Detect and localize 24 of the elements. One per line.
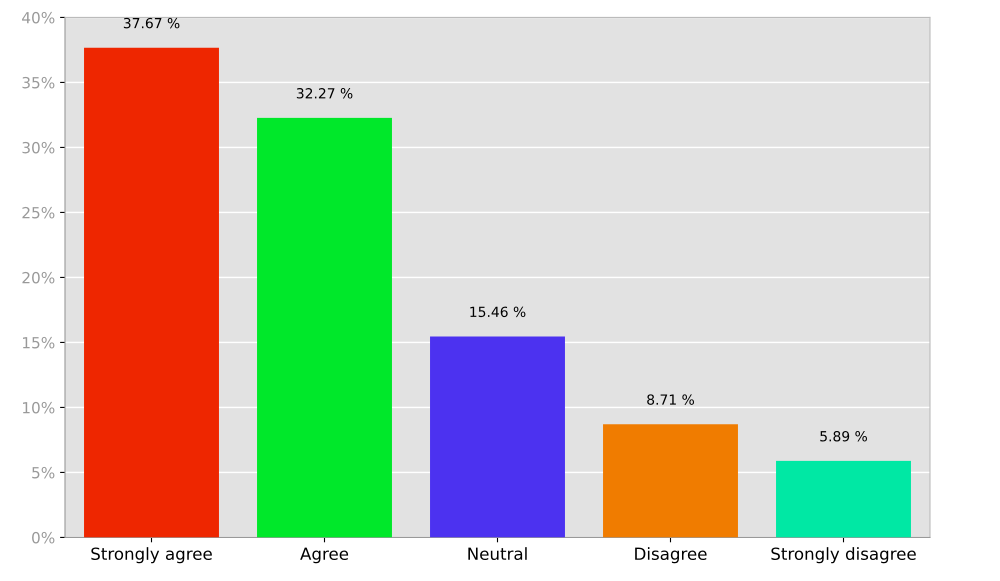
x-tick-label: Neutral: [468, 547, 527, 560]
y-tick-label: 35%: [22, 76, 54, 88]
bar: [603, 424, 738, 538]
x-tick-label: Agree: [300, 548, 348, 564]
y-tick-label: 10%: [23, 402, 54, 414]
x-tick-label: Strongly agree: [91, 547, 212, 564]
data-label: 8.71 %: [647, 394, 694, 405]
x-tick-label: Strongly disagree: [771, 547, 916, 564]
data-label: 15.46 %: [470, 306, 526, 318]
y-tick-label: 30%: [22, 142, 54, 154]
bar: [776, 460, 911, 538]
data-label: 37.67 %: [124, 18, 180, 28]
y-tick-label: 15%: [23, 336, 54, 348]
y-tick-label: 0%: [32, 532, 54, 544]
data-label: 5.89 %: [820, 430, 867, 442]
x-tick-label: Disagree: [635, 547, 707, 564]
data-label: 32.27 %: [296, 88, 352, 99]
bar: [257, 118, 392, 538]
bar: [430, 336, 565, 538]
y-tick-label: 20%: [22, 272, 54, 284]
y-tick-label: 40%: [22, 12, 54, 24]
y-tick-label: 5%: [32, 466, 54, 478]
y-tick-label: 25%: [22, 206, 54, 218]
bar: [84, 48, 219, 538]
